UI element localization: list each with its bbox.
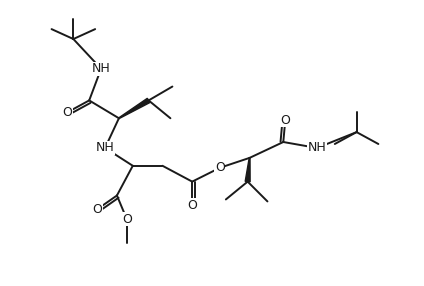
Text: NH: NH — [92, 62, 111, 75]
Text: NH: NH — [96, 142, 114, 154]
Text: O: O — [215, 161, 225, 174]
Text: O: O — [280, 114, 290, 127]
Text: O: O — [92, 203, 102, 216]
Text: NH: NH — [307, 142, 326, 154]
Polygon shape — [119, 98, 150, 119]
Text: O: O — [122, 213, 132, 226]
Polygon shape — [245, 158, 250, 182]
Text: O: O — [187, 199, 197, 212]
Text: O: O — [62, 106, 73, 119]
